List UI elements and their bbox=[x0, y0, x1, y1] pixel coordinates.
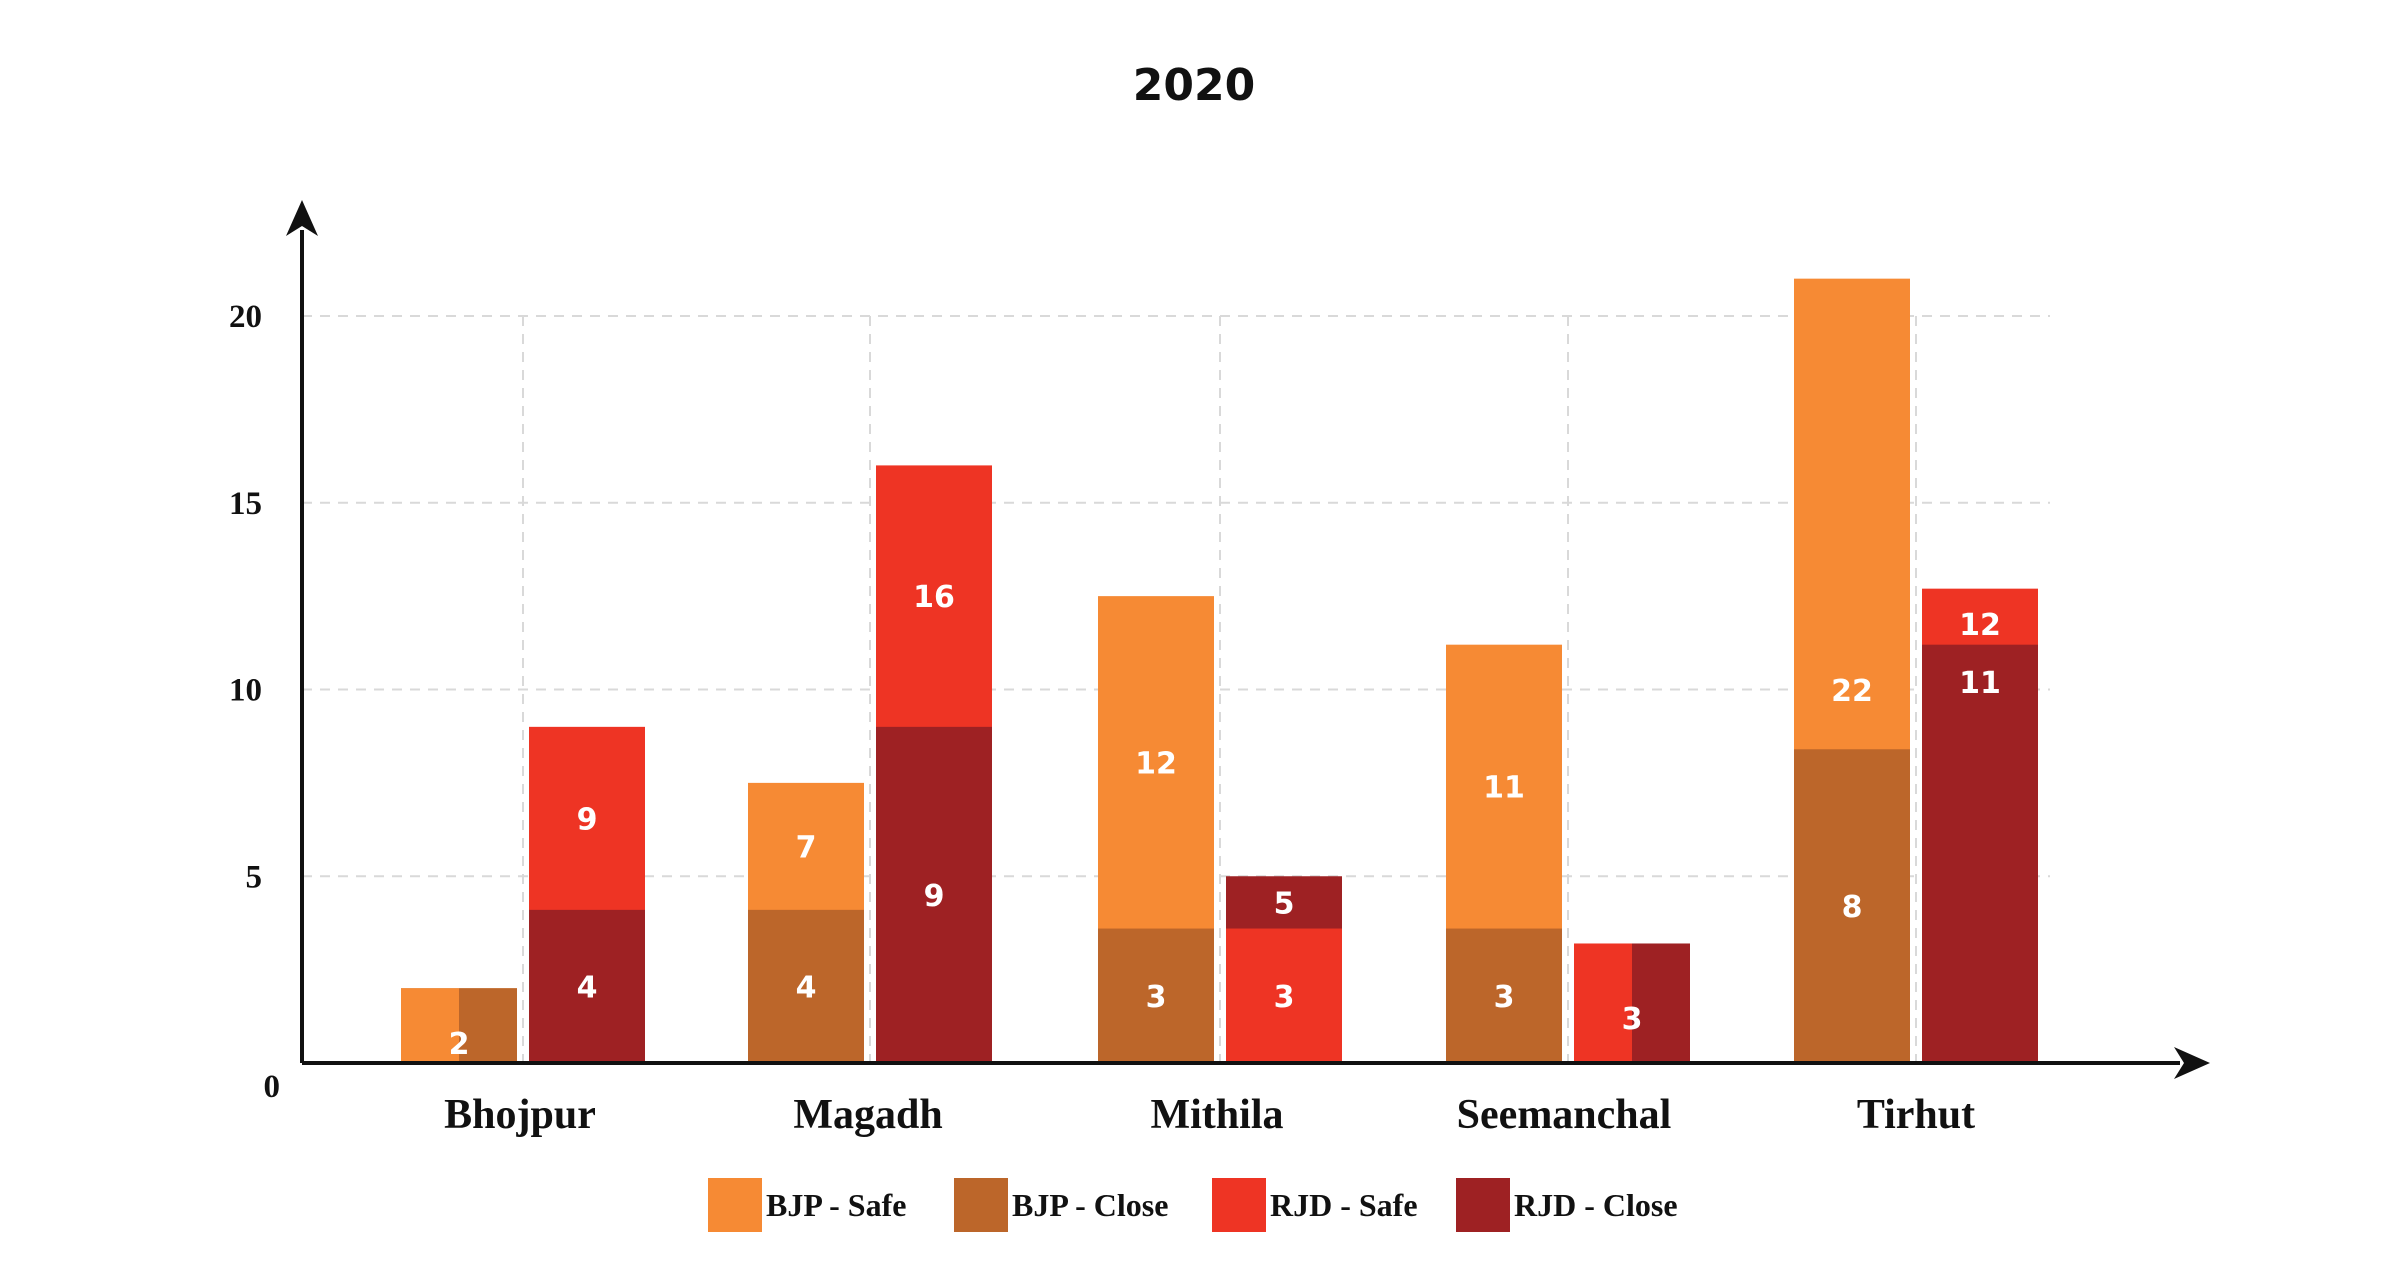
bar-magadh-rjd-close bbox=[876, 726, 992, 1063]
y-tick-label: 10 bbox=[229, 673, 262, 709]
data-label-magadh-bjp-close: 4 bbox=[796, 970, 817, 1005]
data-label-mithila-rjd-safe: 3 bbox=[1274, 980, 1295, 1015]
data-label-magadh-bjp-safe: 7 bbox=[796, 830, 817, 865]
bars bbox=[401, 278, 2038, 1063]
legend-swatch-rjd-close bbox=[1456, 1178, 1510, 1232]
bar-bhojpur-bjp-safe bbox=[401, 988, 459, 1063]
y-axis-arrow bbox=[286, 200, 318, 236]
data-label-bhojpur-rjd-safe: 9 bbox=[577, 802, 598, 837]
y-tick-label: 20 bbox=[229, 299, 262, 335]
legend-label-rjd-close: RJD - Close bbox=[1514, 1187, 1678, 1223]
bar-seemanchal-rjd-close bbox=[1632, 943, 1690, 1063]
data-label-bhojpur-rjd-close: 4 bbox=[577, 970, 598, 1005]
data-label-seemanchal-bjp-safe: 11 bbox=[1483, 771, 1525, 806]
data-label-mithila-bjp-close: 3 bbox=[1146, 980, 1167, 1015]
y-tick-label: 15 bbox=[229, 486, 262, 522]
data-label-magadh-rjd-safe: 16 bbox=[913, 580, 955, 615]
x-tick-label-seemanchal: Seemanchal bbox=[1457, 1092, 1672, 1138]
data-label-tirhut-rjd-safe: 12 bbox=[1959, 608, 2001, 643]
legend-swatch-bjp-close bbox=[954, 1178, 1008, 1232]
x-tick-label-magadh: Magadh bbox=[793, 1092, 942, 1138]
legend-swatch-rjd-safe bbox=[1212, 1178, 1266, 1232]
y-tick-label: 5 bbox=[246, 859, 263, 895]
data-label-seemanchal-rjd-close: 3 bbox=[1622, 1002, 1643, 1037]
bar-tirhut-bjp-close bbox=[1794, 749, 1910, 1063]
x-tick-label-mithila: Mithila bbox=[1151, 1092, 1284, 1138]
chart-title: 2020 bbox=[1133, 60, 1255, 111]
legend: BJP - Safe BJP - Close RJD - Safe RJD - Clo… bbox=[708, 1178, 1678, 1232]
legend-label-bjp-close: BJP - Close bbox=[1012, 1187, 1168, 1223]
data-label-mithila-bjp-safe: 12 bbox=[1135, 746, 1177, 781]
bar-seemanchal-bjp-close bbox=[1446, 928, 1562, 1063]
data-label-magadh-rjd-close: 9 bbox=[924, 879, 945, 914]
bar-mithila-bjp-close bbox=[1098, 928, 1214, 1063]
legend-label-rjd-safe: RJD - Safe bbox=[1270, 1187, 1418, 1223]
bar-tirhut-rjd-close bbox=[1922, 644, 2038, 1063]
x-axis-arrow bbox=[2174, 1047, 2210, 1079]
legend-swatch-bjp-safe bbox=[708, 1178, 762, 1232]
data-label-tirhut-bjp-close: 8 bbox=[1842, 890, 1863, 925]
bar-bhojpur-rjd-close bbox=[529, 909, 645, 1063]
bar-mithila-rjd-safe bbox=[1226, 928, 1342, 1063]
y-tick-label: 0 bbox=[264, 1069, 281, 1105]
data-label-tirhut-rjd-close: 11 bbox=[1959, 666, 2001, 701]
x-tick-label-tirhut: Tirhut bbox=[1857, 1092, 1975, 1138]
axes: 0 5 10 15 20 Bhojpur Magadh Mithila Seemanchal Ti… bbox=[229, 200, 2210, 1138]
data-label-tirhut-bjp-safe: 22 bbox=[1831, 674, 1873, 709]
x-tick-label-bhojpur: Bhojpur bbox=[444, 1092, 596, 1138]
bar-bhojpur-bjp-close bbox=[459, 988, 517, 1063]
bar-magadh-bjp-close bbox=[748, 909, 864, 1063]
data-label-seemanchal-bjp-close: 3 bbox=[1494, 980, 1515, 1015]
bar-seemanchal-rjd-safe bbox=[1574, 943, 1632, 1063]
data-label-bhojpur-bjp-close: 2 bbox=[449, 1027, 470, 1062]
data-labels: 2 9 4 7 4 16 9 12 3 5 3 11 3 3 22 8 12 11 bbox=[449, 580, 2001, 1062]
legend-label-bjp-safe: BJP - Safe bbox=[766, 1187, 906, 1223]
data-label-mithila-rjd-close: 5 bbox=[1274, 886, 1295, 921]
